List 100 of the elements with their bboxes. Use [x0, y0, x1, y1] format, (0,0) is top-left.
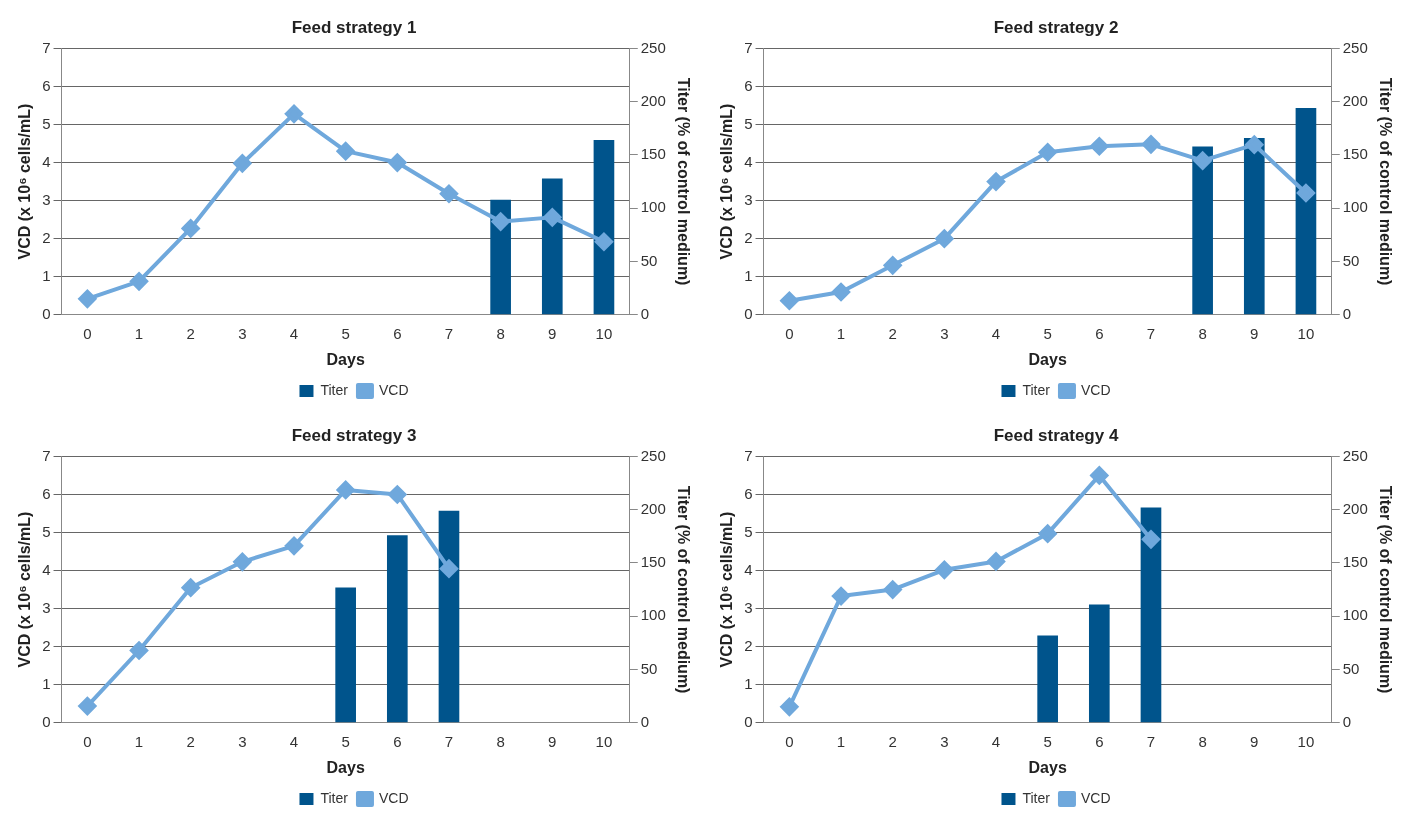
legend-label: Titer: [320, 789, 349, 806]
point: [285, 104, 303, 123]
bar: [1192, 146, 1213, 315]
point: [233, 154, 252, 173]
y2-tick-label: 150: [640, 553, 666, 571]
y-tick-label: 4: [744, 152, 753, 170]
bar: [1243, 137, 1265, 315]
x-tick-label: 10: [1297, 324, 1315, 342]
y-tick-label: 3: [744, 190, 753, 208]
x-tick-label: 1: [134, 732, 144, 750]
x-tick-label: 8: [1198, 732, 1207, 750]
bar: [386, 535, 408, 723]
x-tick-label: 3: [940, 732, 949, 750]
bar: [541, 178, 563, 315]
chart-title: Feed strategy 3: [291, 425, 417, 445]
point: [78, 289, 97, 308]
y-axis-title: VCD (x 10⁶ cells/mL): [718, 103, 736, 260]
x-axis-title: Days: [1028, 350, 1067, 368]
point: [233, 552, 252, 571]
point: [780, 291, 799, 310]
x-tick-label: 9: [548, 324, 557, 342]
x-tick-label: 0: [83, 732, 92, 750]
point: [1090, 466, 1109, 485]
x-tick-label: 5: [1043, 324, 1052, 342]
point: [78, 697, 97, 716]
x-tick-label: 7: [444, 732, 454, 750]
point: [336, 480, 355, 499]
chart-title: Feed strategy 1: [291, 17, 417, 37]
y2-tick-label: 0: [1342, 304, 1352, 322]
y2-tick-label: 100: [640, 606, 666, 624]
point: [987, 172, 1005, 191]
point: [883, 580, 902, 599]
point: [780, 697, 799, 716]
y2-tick-label: 50: [1342, 659, 1360, 677]
y-tick-label: 4: [744, 560, 753, 578]
y-tick-label: 6: [42, 76, 51, 94]
y2-tick-label: 150: [640, 145, 666, 163]
x-tick-label: 4: [289, 732, 299, 750]
x-axis-title: Days: [326, 350, 365, 368]
y2-tick-label: 200: [640, 91, 666, 109]
bar: [1037, 635, 1058, 723]
x-tick-label: 2: [888, 324, 897, 342]
bar: [1295, 108, 1317, 315]
y-tick-label: 1: [744, 266, 753, 284]
y-tick-label: 7: [744, 446, 753, 464]
point: [336, 142, 355, 161]
x-axis-title: Days: [1028, 758, 1067, 776]
y-tick-label: 0: [744, 712, 753, 730]
y-tick-label: 2: [744, 228, 753, 246]
x-tick-label: 7: [1146, 732, 1156, 750]
y2-tick-label: 100: [1342, 198, 1368, 216]
y-tick-label: 3: [42, 598, 51, 616]
y-tick-label: 5: [42, 114, 51, 132]
point: [130, 641, 149, 660]
x-tick-label: 9: [548, 732, 557, 750]
y-axis-title: VCD (x 10⁶ cells/mL): [16, 511, 34, 668]
y2-tick-label: 250: [640, 38, 666, 56]
x-tick-label: 6: [393, 324, 402, 342]
point: [1141, 530, 1160, 549]
x-tick-label: 2: [888, 732, 897, 750]
x-axis-title: Days: [326, 758, 365, 776]
x-tick-label: 9: [1250, 324, 1259, 342]
x-tick-label: 10: [595, 732, 613, 750]
legend-label: VCD: [378, 381, 409, 398]
y2-tick-label: 100: [1342, 606, 1368, 624]
x-tick-label: 3: [238, 324, 247, 342]
point: [388, 153, 407, 172]
y-tick-label: 4: [42, 152, 51, 170]
y-tick-label: 1: [42, 266, 51, 284]
point: [1296, 184, 1315, 203]
legend-label: VCD: [378, 789, 409, 806]
point: [439, 184, 458, 203]
point: [1038, 524, 1057, 543]
point: [1193, 151, 1212, 170]
bar: [593, 140, 615, 315]
x-tick-label: 0: [83, 324, 92, 342]
point: [181, 219, 200, 238]
y2-tick-label: 200: [1342, 499, 1368, 517]
x-tick-label: 8: [496, 732, 505, 750]
y-tick-label: 2: [744, 636, 753, 654]
bar: [490, 199, 511, 315]
y-tick-label: 7: [42, 446, 51, 464]
y2-tick-label: 0: [640, 712, 650, 730]
y2-tick-label: 0: [640, 304, 650, 322]
x-tick-label: 10: [595, 324, 613, 342]
y2-tick-label: 150: [1342, 553, 1368, 571]
x-tick-label: 10: [1297, 732, 1315, 750]
x-tick-label: 4: [991, 324, 1001, 342]
x-tick-label: 9: [1250, 732, 1259, 750]
y2-axis-title: Titer (% of control medium): [1376, 77, 1394, 286]
x-tick-label: 4: [289, 324, 299, 342]
y-tick-label: 5: [744, 522, 753, 540]
legend-label: Titer: [320, 381, 349, 398]
point: [181, 578, 200, 597]
y-tick-label: 7: [42, 38, 51, 56]
x-tick-label: 4: [991, 732, 1001, 750]
y-tick-label: 6: [744, 484, 753, 502]
y-tick-label: 0: [744, 304, 753, 322]
bar: [1088, 604, 1110, 723]
x-tick-label: 6: [1095, 732, 1104, 750]
